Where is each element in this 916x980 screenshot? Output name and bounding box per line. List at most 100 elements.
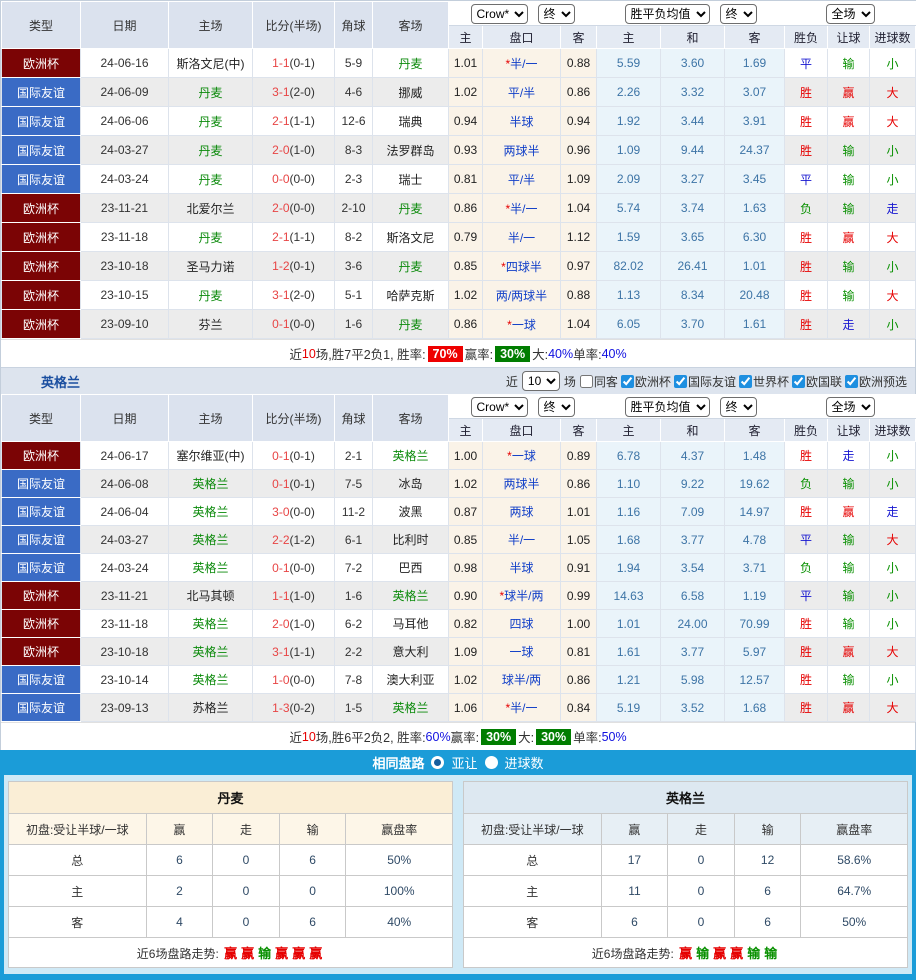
stage-select[interactable]: 终 (537, 3, 575, 24)
lose-odds: 5.97 (723, 637, 786, 666)
filter-checkbox-欧洲杯[interactable] (620, 374, 634, 388)
match-row: 欧洲杯 23-10-18 英格兰 3-1(1-1) 2-2 意大利 1.09 一球 0.81 1.… (1, 637, 916, 666)
handicap-away-odds: 0.88 (560, 48, 597, 78)
handicap-away-odds: 1.00 (560, 609, 597, 638)
handicap-away-odds: 0.84 (560, 693, 597, 722)
bookmaker-select[interactable]: Crow* (470, 3, 528, 24)
england-filter-bar: 英格兰 近 10 场 同客 欧洲杯 国际友谊 世界杯 欧国联 欧洲预选 (1, 367, 915, 394)
odds-type-select[interactable]: 胜平负均值 (624, 396, 710, 417)
filter-checkbox-欧国联[interactable] (791, 374, 805, 388)
draw-odds: 7.09 (660, 497, 725, 526)
recent-count-select[interactable]: 10 (521, 371, 560, 391)
away-team: 比利时 (372, 525, 449, 554)
goals-result-value: 大 (869, 222, 916, 252)
stage-select[interactable]: 终 (537, 396, 575, 417)
scope-select[interactable]: 全场 (825, 3, 875, 24)
home-team: 丹麦 (168, 280, 253, 310)
stats-header-initial: 初盘:受让半球/一球 (8, 813, 147, 845)
win-odds: 1.68 (596, 525, 661, 554)
filter-checkbox-欧洲预选[interactable] (844, 374, 858, 388)
stats-row-home: 主 11 0 6 64.7% (463, 875, 908, 907)
goals-count-label: 进球数 (504, 756, 544, 771)
away-team: 瑞士 (372, 164, 449, 194)
summary-part: 赢率: (450, 731, 480, 745)
home-team: 斯洛文尼(中) (168, 48, 253, 78)
filter-checkbox-label: 世界杯 (752, 374, 789, 389)
bookmaker-select[interactable]: Crow* (470, 396, 528, 417)
summary-part: 30% (495, 345, 531, 362)
draw-odds: 3.70 (660, 309, 725, 339)
handicap-line: *球半/两 (482, 581, 561, 610)
home-team: 塞尔维亚(中) (168, 441, 253, 470)
asian-handicap-radio[interactable] (431, 756, 445, 769)
match-date: 23-09-10 (80, 309, 169, 339)
home-team: 芬兰 (168, 309, 253, 339)
filter-checkbox-label: 国际友谊 (687, 374, 736, 389)
home-team: 英格兰 (168, 609, 253, 638)
handicap-away-odds: 0.81 (560, 637, 597, 666)
col-header-date: 日期 (80, 1, 169, 49)
handicap-away-odds: 0.99 (560, 581, 597, 610)
match-row: 国际友谊 23-10-14 英格兰 1-0(0-0) 7-8 澳大利亚 1.02 球半/两 0.… (1, 665, 916, 694)
goals-result-value: 走 (869, 193, 916, 223)
same-handicap-banner: 相同盘路 亚让 进球数 (0, 750, 916, 775)
denmark-handicap-table: 丹麦 初盘:受让半球/一球 赢 走 输 赢盘率 总 6 0 6 50% 主 2 … (8, 781, 453, 968)
win-odds: 5.19 (596, 693, 661, 722)
trend-result: 输 (258, 946, 272, 961)
draw-odds: 9.44 (660, 135, 725, 165)
subcol-lose: 客 (723, 25, 786, 49)
lose-odds: 3.91 (723, 106, 786, 136)
stats-header-winrate: 赢盘率 (800, 813, 908, 845)
filter-checkbox-label: 欧洲预选 (858, 374, 907, 389)
col-header-type: 类型 (1, 1, 81, 49)
denmark-section: 类型 日期 主场 比分(半场) 角球 客场 Crow* 终 胜平负均值 (0, 0, 916, 750)
win-odds: 2.26 (596, 77, 661, 107)
denmark-stats-title: 丹麦 (8, 781, 453, 814)
odds-type-select[interactable]: 胜平负均值 (624, 3, 710, 24)
handicap-line: 半球 (482, 553, 561, 582)
trend-result: 输 (764, 946, 778, 961)
goals-result-value: 大 (869, 280, 916, 310)
competition-badge: 国际友谊 (1, 135, 81, 165)
corner-score: 5-9 (334, 48, 373, 78)
handicap-line: 两球半 (482, 469, 561, 498)
match-row: 国际友谊 24-06-06 丹麦 2-1(1-1) 12-6 瑞典 0.94 半球 0.94 1.… (1, 106, 916, 136)
lose-odds: 19.62 (723, 469, 786, 498)
match-date: 23-10-14 (80, 665, 169, 694)
filter-checkbox-同客[interactable] (579, 374, 593, 388)
handicap-result-value: 输 (827, 135, 871, 165)
handicap-away-odds: 1.05 (560, 525, 597, 554)
win-odds: 5.59 (596, 48, 661, 78)
handicap-result-value: 赢 (827, 106, 871, 136)
filter-checkbox-世界杯[interactable] (738, 374, 752, 388)
handicap-home-odds: 0.98 (448, 553, 483, 582)
win-odds: 1.92 (596, 106, 661, 136)
win-odds: 1.21 (596, 665, 661, 694)
trend-result: 赢 (292, 946, 306, 961)
stage-select-2[interactable]: 终 (719, 3, 757, 24)
subcol-home-odds: 主 (448, 418, 483, 442)
summary-part: 30% (536, 728, 572, 745)
handicap-line: 一球 (482, 637, 561, 666)
handicap-line: *半/一 (482, 193, 561, 223)
subcol-goals: 进球数 (869, 418, 916, 442)
result-value: 平 (784, 525, 829, 554)
match-date: 23-11-18 (80, 222, 169, 252)
team-name-england: 英格兰 (41, 374, 81, 390)
handicap-away-odds: 0.88 (560, 280, 597, 310)
draw-odds: 6.58 (660, 581, 725, 610)
odds-controls: 胜平负均值 终 (595, 394, 786, 419)
scope-select[interactable]: 全场 (825, 396, 875, 417)
handicap-home-odds: 1.02 (448, 77, 483, 107)
match-row: 欧洲杯 23-11-18 英格兰 2-0(1-0) 6-2 马耳他 0.82 四球 1.00 1.… (1, 609, 916, 638)
handicap-result-value: 输 (827, 609, 871, 638)
col-header-home: 主场 (168, 394, 253, 442)
away-team: 英格兰 (372, 581, 449, 610)
handicap-home-odds: 0.94 (448, 106, 483, 136)
denmark-trend: 赢赢输赢赢赢 (222, 946, 324, 961)
stage-select-2[interactable]: 终 (719, 396, 757, 417)
goals-count-radio[interactable] (484, 756, 498, 769)
score-cell: 0-1(0-1) (252, 441, 335, 470)
lose-odds: 1.69 (723, 48, 786, 78)
filter-checkbox-国际友谊[interactable] (673, 374, 687, 388)
